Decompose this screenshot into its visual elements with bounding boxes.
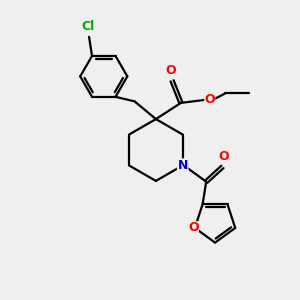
Text: O: O xyxy=(205,93,215,106)
Text: N: N xyxy=(178,159,188,172)
Text: O: O xyxy=(165,64,176,77)
Text: O: O xyxy=(219,150,229,164)
Text: O: O xyxy=(188,221,199,235)
Text: Cl: Cl xyxy=(81,20,94,33)
